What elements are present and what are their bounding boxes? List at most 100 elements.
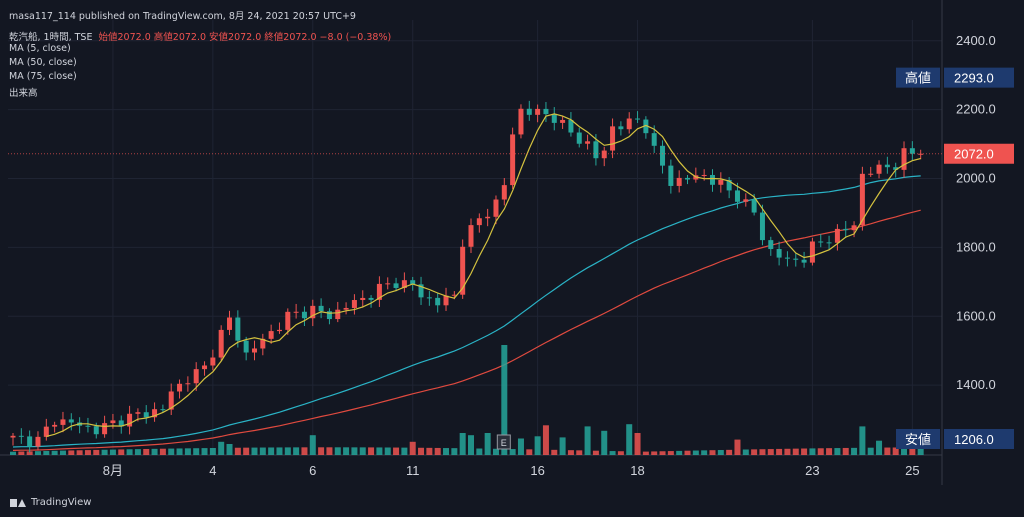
- candle-body[interactable]: [268, 331, 274, 339]
- candle-body[interactable]: [143, 412, 149, 418]
- legend-volume[interactable]: 出来高: [9, 88, 38, 99]
- footer-brand[interactable]: TradingView: [10, 497, 91, 508]
- candle-body[interactable]: [110, 420, 116, 424]
- candle-body[interactable]: [102, 423, 108, 435]
- candle-body[interactable]: [809, 241, 815, 263]
- candle-body[interactable]: [618, 126, 624, 130]
- candle-body[interactable]: [360, 297, 366, 301]
- candle-body[interactable]: [535, 108, 541, 115]
- candle-body[interactable]: [668, 165, 674, 186]
- legend-ma5[interactable]: MA (5, close): [9, 43, 71, 54]
- candle-body[interactable]: [751, 199, 757, 213]
- candle-body[interactable]: [401, 280, 407, 288]
- candle-body[interactable]: [676, 177, 682, 186]
- candle-body[interactable]: [243, 340, 249, 353]
- candle-body[interactable]: [834, 228, 840, 243]
- candle-body[interactable]: [501, 185, 507, 200]
- candle-body[interactable]: [518, 108, 524, 135]
- candle-body[interactable]: [93, 426, 99, 435]
- candle-body[interactable]: [493, 199, 499, 217]
- candle-body[interactable]: [709, 174, 715, 185]
- candle-body[interactable]: [851, 225, 857, 231]
- candle-body[interactable]: [326, 311, 332, 320]
- candle-body[interactable]: [410, 280, 416, 285]
- candle-body[interactable]: [127, 413, 133, 427]
- candle-body[interactable]: [210, 357, 216, 366]
- candle-body[interactable]: [385, 283, 391, 285]
- candle-body[interactable]: [418, 284, 424, 298]
- candle-body[interactable]: [35, 436, 41, 447]
- candle-body[interactable]: [27, 436, 33, 447]
- candle-body[interactable]: [310, 305, 316, 319]
- candle-body[interactable]: [368, 297, 374, 300]
- candle-body[interactable]: [177, 383, 183, 392]
- candle-body[interactable]: [685, 177, 691, 180]
- candle-body[interactable]: [52, 424, 58, 427]
- candle-body[interactable]: [227, 317, 233, 330]
- candle-body[interactable]: [651, 133, 657, 146]
- candle-body[interactable]: [118, 420, 124, 427]
- candle-body[interactable]: [318, 305, 324, 312]
- candle-body[interactable]: [476, 218, 482, 226]
- candle-body[interactable]: [60, 419, 66, 425]
- candle-body[interactable]: [260, 338, 266, 349]
- candle-body[interactable]: [568, 119, 574, 133]
- candle-body[interactable]: [718, 179, 724, 185]
- candle-body[interactable]: [843, 228, 849, 231]
- candle-body[interactable]: [660, 145, 666, 166]
- candle-body[interactable]: [293, 311, 299, 313]
- candle-body[interactable]: [185, 383, 191, 385]
- candle-body[interactable]: [335, 309, 341, 320]
- candle-body[interactable]: [135, 412, 141, 414]
- candle-body[interactable]: [218, 329, 224, 358]
- candle-body[interactable]: [168, 391, 174, 410]
- candle-body[interactable]: [351, 300, 357, 308]
- candle-body[interactable]: [868, 173, 874, 175]
- candle-body[interactable]: [393, 283, 399, 288]
- candle-body[interactable]: [876, 164, 882, 174]
- candle-body[interactable]: [576, 132, 582, 144]
- candle-body[interactable]: [743, 199, 749, 202]
- candle-body[interactable]: [893, 167, 899, 170]
- candle-body[interactable]: [560, 119, 566, 123]
- candle-body[interactable]: [734, 190, 740, 202]
- candle-body[interactable]: [426, 297, 432, 299]
- candle-body[interactable]: [202, 365, 208, 370]
- candle-body[interactable]: [626, 118, 632, 130]
- candle-body[interactable]: [585, 141, 591, 144]
- candle-body[interactable]: [68, 419, 74, 423]
- candle-body[interactable]: [818, 241, 824, 243]
- candle-body[interactable]: [251, 348, 257, 353]
- candle-body[interactable]: [701, 174, 707, 176]
- candle-body[interactable]: [435, 297, 441, 306]
- candle-body[interactable]: [526, 108, 532, 115]
- candle-body[interactable]: [160, 409, 166, 411]
- candle-body[interactable]: [301, 311, 307, 319]
- candle-body[interactable]: [10, 435, 16, 438]
- candle-body[interactable]: [801, 259, 807, 263]
- candle-body[interactable]: [776, 249, 782, 258]
- legend-ma75[interactable]: MA (75, close): [9, 71, 77, 82]
- candle-body[interactable]: [784, 257, 790, 259]
- candle-body[interactable]: [376, 283, 382, 300]
- candle-body[interactable]: [235, 317, 241, 341]
- candle-body[interactable]: [643, 119, 649, 134]
- candle-body[interactable]: [451, 294, 457, 296]
- candle-body[interactable]: [285, 311, 291, 330]
- candle-body[interactable]: [601, 150, 607, 159]
- candle-body[interactable]: [43, 426, 49, 437]
- candle-body[interactable]: [276, 329, 282, 332]
- candle-body[interactable]: [510, 134, 516, 186]
- candle-body[interactable]: [18, 435, 24, 437]
- candle-body[interactable]: [343, 307, 349, 310]
- candle-body[interactable]: [859, 173, 865, 226]
- candle-body[interactable]: [443, 295, 449, 306]
- candle-body[interactable]: [901, 148, 907, 170]
- candle-body[interactable]: [726, 179, 732, 191]
- candle-body[interactable]: [468, 225, 474, 247]
- candle-body[interactable]: [460, 246, 466, 295]
- candle-body[interactable]: [909, 148, 915, 154]
- candle-body[interactable]: [826, 242, 832, 244]
- candle-body[interactable]: [759, 212, 765, 241]
- candle-body[interactable]: [793, 258, 799, 260]
